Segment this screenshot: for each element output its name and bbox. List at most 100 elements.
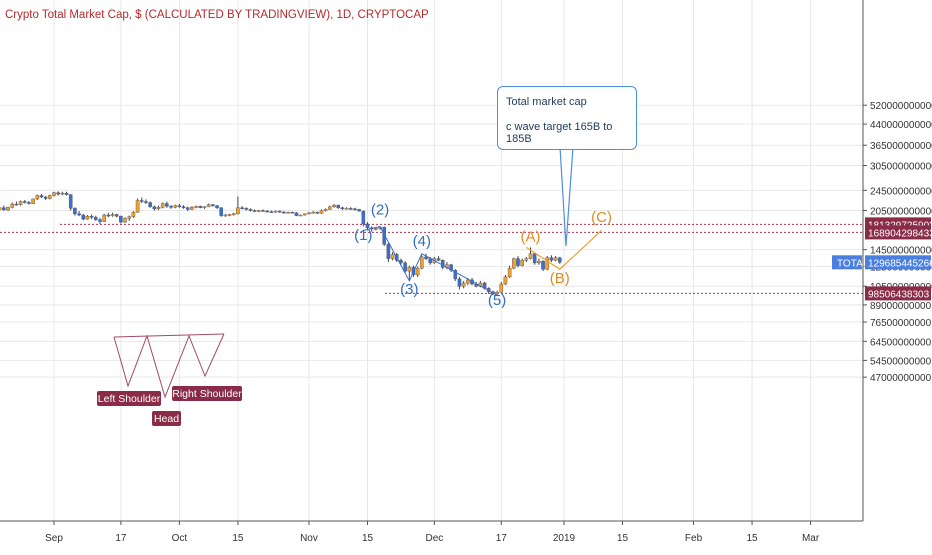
- candle-body: [286, 211, 290, 214]
- wave-label: (1): [354, 227, 372, 244]
- candle-body: [466, 279, 470, 284]
- candle-body: [190, 207, 194, 210]
- current-value-label: 129685445266: [868, 258, 932, 269]
- candle-body: [156, 207, 161, 210]
- candle-body: [81, 214, 86, 220]
- y-tick-label: 520000000000: [870, 101, 932, 112]
- candle-body: [303, 213, 307, 216]
- x-tick-label: 17: [115, 533, 127, 544]
- head-shoulders-pattern[interactable]: [113, 333, 225, 399]
- candle-body: [110, 214, 115, 216]
- price-level-label: 168904298433: [868, 228, 932, 239]
- candle-body: [532, 253, 537, 264]
- candle-body: [323, 209, 328, 211]
- candle-body: [461, 282, 466, 287]
- candle-body: [319, 210, 324, 214]
- candle-body: [336, 204, 341, 208]
- candle-body: [194, 205, 198, 208]
- candle-body: [106, 214, 111, 217]
- x-tick-label: Dec: [425, 533, 443, 544]
- x-tick-label: 17: [496, 533, 508, 544]
- candle-body: [131, 211, 136, 217]
- x-tick-label: Oct: [172, 533, 188, 544]
- corrective-wave-line[interactable]: [526, 229, 602, 270]
- candle-body: [39, 195, 44, 198]
- candle-body: [420, 256, 424, 269]
- candle-body: [52, 192, 56, 196]
- x-tick-label: 15: [746, 533, 758, 544]
- candle-body: [524, 258, 529, 261]
- wave-label: (5): [488, 292, 506, 309]
- candle-body: [202, 206, 207, 208]
- candle-body: [328, 206, 332, 210]
- candle-body: [18, 201, 23, 205]
- candle-body: [361, 210, 366, 225]
- candle-body: [231, 213, 236, 216]
- candle-body: [252, 210, 257, 212]
- candle-body: [386, 244, 391, 259]
- y-tick-label: 245000000000: [870, 186, 932, 197]
- y-tick-label: 47000000000: [870, 373, 932, 384]
- left-shoulder-label-box: [97, 391, 161, 406]
- candle-body: [298, 214, 303, 217]
- candle-body: [215, 205, 219, 208]
- candle-body: [315, 211, 320, 214]
- price-level-badge: [865, 286, 931, 301]
- candle-body: [374, 228, 378, 230]
- series-name-label: TOTAL: [837, 258, 869, 269]
- candle-body: [516, 258, 520, 266]
- candle-body: [365, 223, 370, 228]
- candle-body: [35, 195, 40, 200]
- candle-body: [181, 206, 186, 208]
- candle-body: [436, 258, 441, 261]
- candle-body: [27, 202, 31, 204]
- candle-body: [294, 212, 299, 216]
- y-tick-label: 440000000000: [870, 120, 932, 131]
- x-tick-label: Nov: [300, 533, 318, 544]
- candle-body: [173, 205, 178, 208]
- x-tick-label: Sep: [45, 533, 63, 544]
- candle-body: [248, 209, 253, 211]
- candles: [0, 191, 562, 296]
- candle-body: [43, 196, 48, 199]
- candle-body: [177, 205, 182, 207]
- candle-body: [169, 205, 173, 208]
- x-tick-label: Mar: [802, 533, 820, 544]
- candle-body: [507, 268, 512, 278]
- candle-body: [549, 257, 554, 261]
- gridlines: [0, 0, 863, 521]
- candle-body: [2, 207, 6, 211]
- candle-body: [6, 207, 10, 211]
- candle-body: [211, 204, 215, 206]
- wave-label: (C): [591, 209, 612, 226]
- current-value-badge: [865, 255, 931, 270]
- candle-body: [223, 214, 228, 217]
- candle-body: [98, 219, 102, 222]
- candle-body: [357, 209, 361, 212]
- candle-body: [273, 210, 278, 213]
- candle-body: [148, 202, 152, 207]
- candle-body: [160, 203, 165, 208]
- candle-body: [93, 217, 98, 220]
- candle-body: [557, 257, 562, 263]
- candle-body: [537, 260, 541, 264]
- candle-body: [332, 204, 336, 207]
- candle-body: [219, 207, 224, 216]
- candle-body: [48, 195, 52, 199]
- candle-body: [135, 200, 140, 213]
- candle-body: [31, 198, 35, 204]
- chart-title: Crypto Total Market Cap, $ (CALCULATED B…: [5, 9, 429, 21]
- candle-body: [257, 210, 261, 212]
- candle-body: [457, 278, 462, 287]
- candle-body: [144, 201, 148, 203]
- series-name-badge: [832, 255, 862, 270]
- head-label: Head: [154, 413, 179, 425]
- candle-body: [353, 208, 357, 211]
- impulse-wave-line[interactable]: [363, 225, 498, 296]
- candle-body: [236, 207, 240, 215]
- left-shoulder-label: Left Shoulder: [98, 393, 161, 405]
- x-tick-label: 2019: [553, 533, 576, 544]
- candle-body: [261, 210, 265, 212]
- annotation-callout[interactable]: Total market cap c wave target 165B to 1…: [497, 86, 637, 150]
